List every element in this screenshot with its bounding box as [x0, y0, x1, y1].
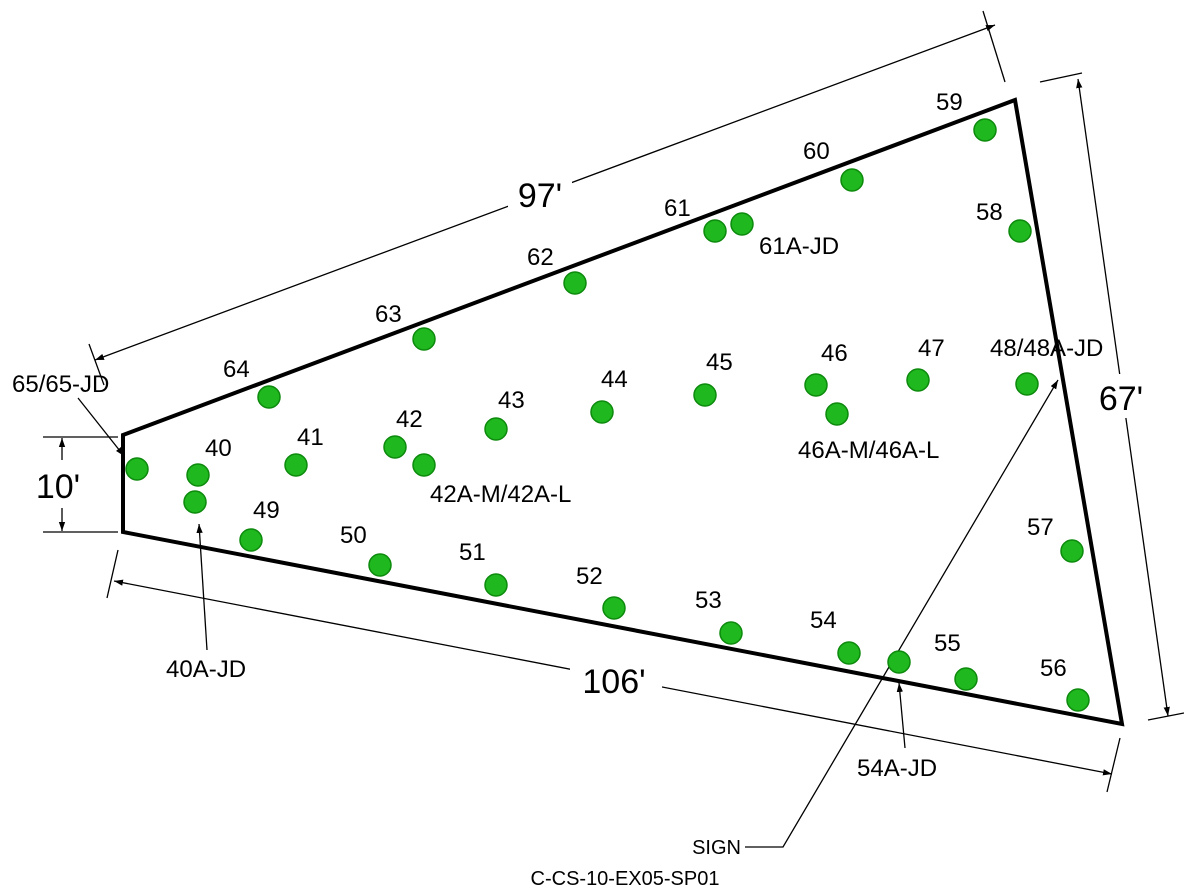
- dimension-right-mask: [1092, 374, 1154, 418]
- leader-54a: [896, 682, 906, 749]
- point-labels: 65/65-JD 40 41 42 42A-M/42A-L 43 44 45 4…: [12, 89, 1103, 782]
- point-54: [837, 641, 861, 665]
- point-63: [412, 327, 436, 351]
- dimension-top-mask: [508, 174, 572, 214]
- label-58: 58: [976, 199, 1003, 226]
- point-42: [383, 435, 407, 459]
- label-62: 62: [527, 244, 554, 271]
- label-48: 48/48A-JD: [990, 335, 1103, 362]
- point-58: [1008, 219, 1032, 243]
- dimension-bottom-label: 106': [582, 663, 645, 701]
- label-40a: 40A-JD: [166, 656, 246, 683]
- point-48: [1015, 372, 1039, 396]
- point-45: [693, 383, 717, 407]
- label-61a: 61A-JD: [759, 233, 839, 260]
- label-60: 60: [803, 138, 830, 165]
- point-47: [906, 368, 930, 392]
- point-49: [239, 528, 263, 552]
- leader-lines: [77, 379, 1059, 848]
- label-61: 61: [664, 195, 691, 222]
- dimension-top-label: 97': [518, 177, 562, 215]
- point-42a: [412, 453, 436, 477]
- label-52: 52: [576, 563, 603, 590]
- point-53: [719, 621, 743, 645]
- dimension-left: [43, 436, 118, 533]
- label-41: 41: [297, 424, 324, 451]
- point-65: [125, 457, 149, 481]
- label-49: 49: [253, 497, 280, 524]
- label-45: 45: [706, 349, 733, 376]
- point-64: [257, 385, 281, 409]
- leader-65: [77, 397, 125, 457]
- sign-label: SIGN: [692, 837, 741, 859]
- point-50: [368, 553, 392, 577]
- point-60: [840, 168, 864, 192]
- dimension-left-label: 10': [36, 468, 80, 506]
- point-59: [973, 118, 997, 142]
- point-40a: [183, 490, 207, 514]
- drawing-id: C-CS-10-EX05-SP01: [531, 868, 720, 890]
- label-56: 56: [1040, 655, 1067, 682]
- leader-sign: [745, 379, 1059, 848]
- label-40: 40: [205, 435, 232, 462]
- label-51: 51: [459, 539, 486, 566]
- label-64: 64: [223, 356, 250, 383]
- point-56: [1066, 688, 1090, 712]
- site-outline: [121, 97, 1125, 727]
- label-43: 43: [498, 387, 525, 414]
- point-61: [703, 219, 727, 243]
- label-54a: 54A-JD: [857, 755, 937, 782]
- label-57: 57: [1027, 514, 1054, 541]
- point-57: [1060, 539, 1084, 563]
- label-53: 53: [695, 587, 722, 614]
- point-61a: [730, 212, 754, 236]
- dimension-bottom-mask: [570, 658, 662, 702]
- point-52: [602, 596, 626, 620]
- point-44: [590, 400, 614, 424]
- point-40: [186, 463, 210, 487]
- label-50: 50: [340, 522, 367, 549]
- label-55: 55: [934, 630, 961, 657]
- label-54: 54: [810, 607, 837, 634]
- point-41: [284, 453, 308, 477]
- point-43: [484, 417, 508, 441]
- dimension-right-label: 67': [1099, 380, 1143, 418]
- point-62: [563, 271, 587, 295]
- label-59: 59: [936, 89, 963, 116]
- label-46: 46: [821, 340, 848, 367]
- label-42: 42: [396, 406, 423, 433]
- label-44: 44: [601, 366, 628, 393]
- label-63: 63: [375, 301, 402, 328]
- survey-points: [125, 118, 1090, 712]
- label-47: 47: [918, 335, 945, 362]
- label-65: 65/65-JD: [12, 371, 109, 398]
- label-42a: 42A-M/42A-L: [430, 481, 571, 508]
- label-46a: 46A-M/46A-L: [798, 437, 939, 464]
- point-55: [954, 667, 978, 691]
- point-46: [804, 373, 828, 397]
- point-54a: [887, 650, 911, 674]
- point-51: [484, 573, 508, 597]
- point-46a: [825, 402, 849, 426]
- leader-40a: [196, 523, 208, 651]
